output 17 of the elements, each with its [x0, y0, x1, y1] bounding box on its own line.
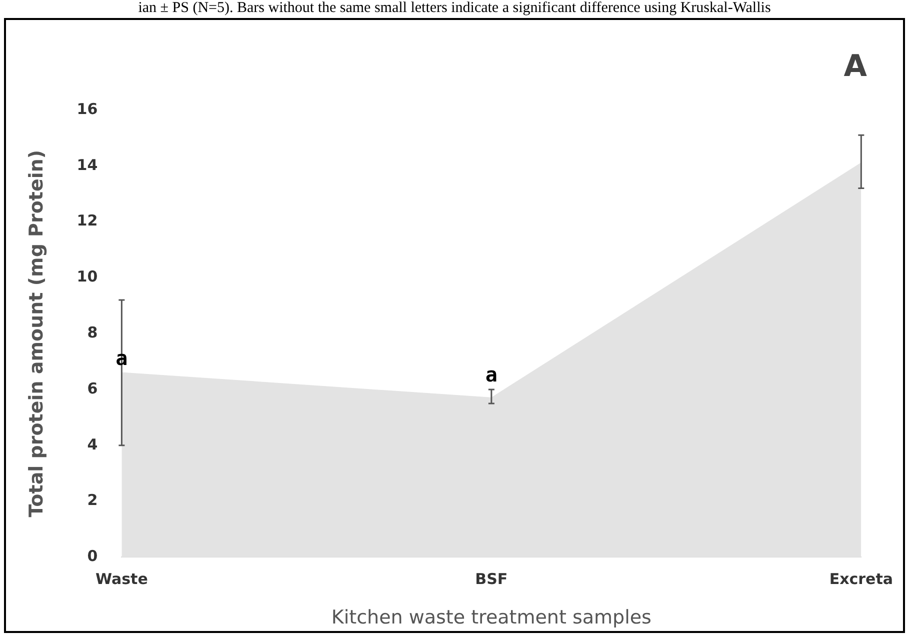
- chart-title: A: [844, 48, 868, 84]
- y-tick-label: 0: [87, 547, 98, 566]
- y-tick-label: 10: [76, 268, 98, 286]
- annotation: a: [485, 362, 498, 387]
- x-tick-label: Waste: [95, 570, 148, 588]
- x-tick-label: BSF: [475, 570, 508, 588]
- y-tick-label: 2: [87, 491, 98, 510]
- y-axis-title: Total protein amount (mg Protein): [25, 150, 48, 518]
- x-tick-label: Excreta: [829, 570, 894, 588]
- y-tick-label: 4: [87, 435, 98, 454]
- x-axis-title: Kitchen waste treatment samples: [331, 606, 652, 629]
- y-tick-label: 16: [76, 100, 98, 118]
- y-tick-label: 14: [76, 156, 98, 174]
- y-tick-label: 8: [87, 323, 98, 342]
- y-tick-label: 6: [87, 379, 98, 398]
- text: ian ± PS (N=5). Bars without the same small letters indicate a significant difference using Kruskal-Wallis: [137, 0, 772, 16]
- y-tick-label: 12: [76, 212, 98, 230]
